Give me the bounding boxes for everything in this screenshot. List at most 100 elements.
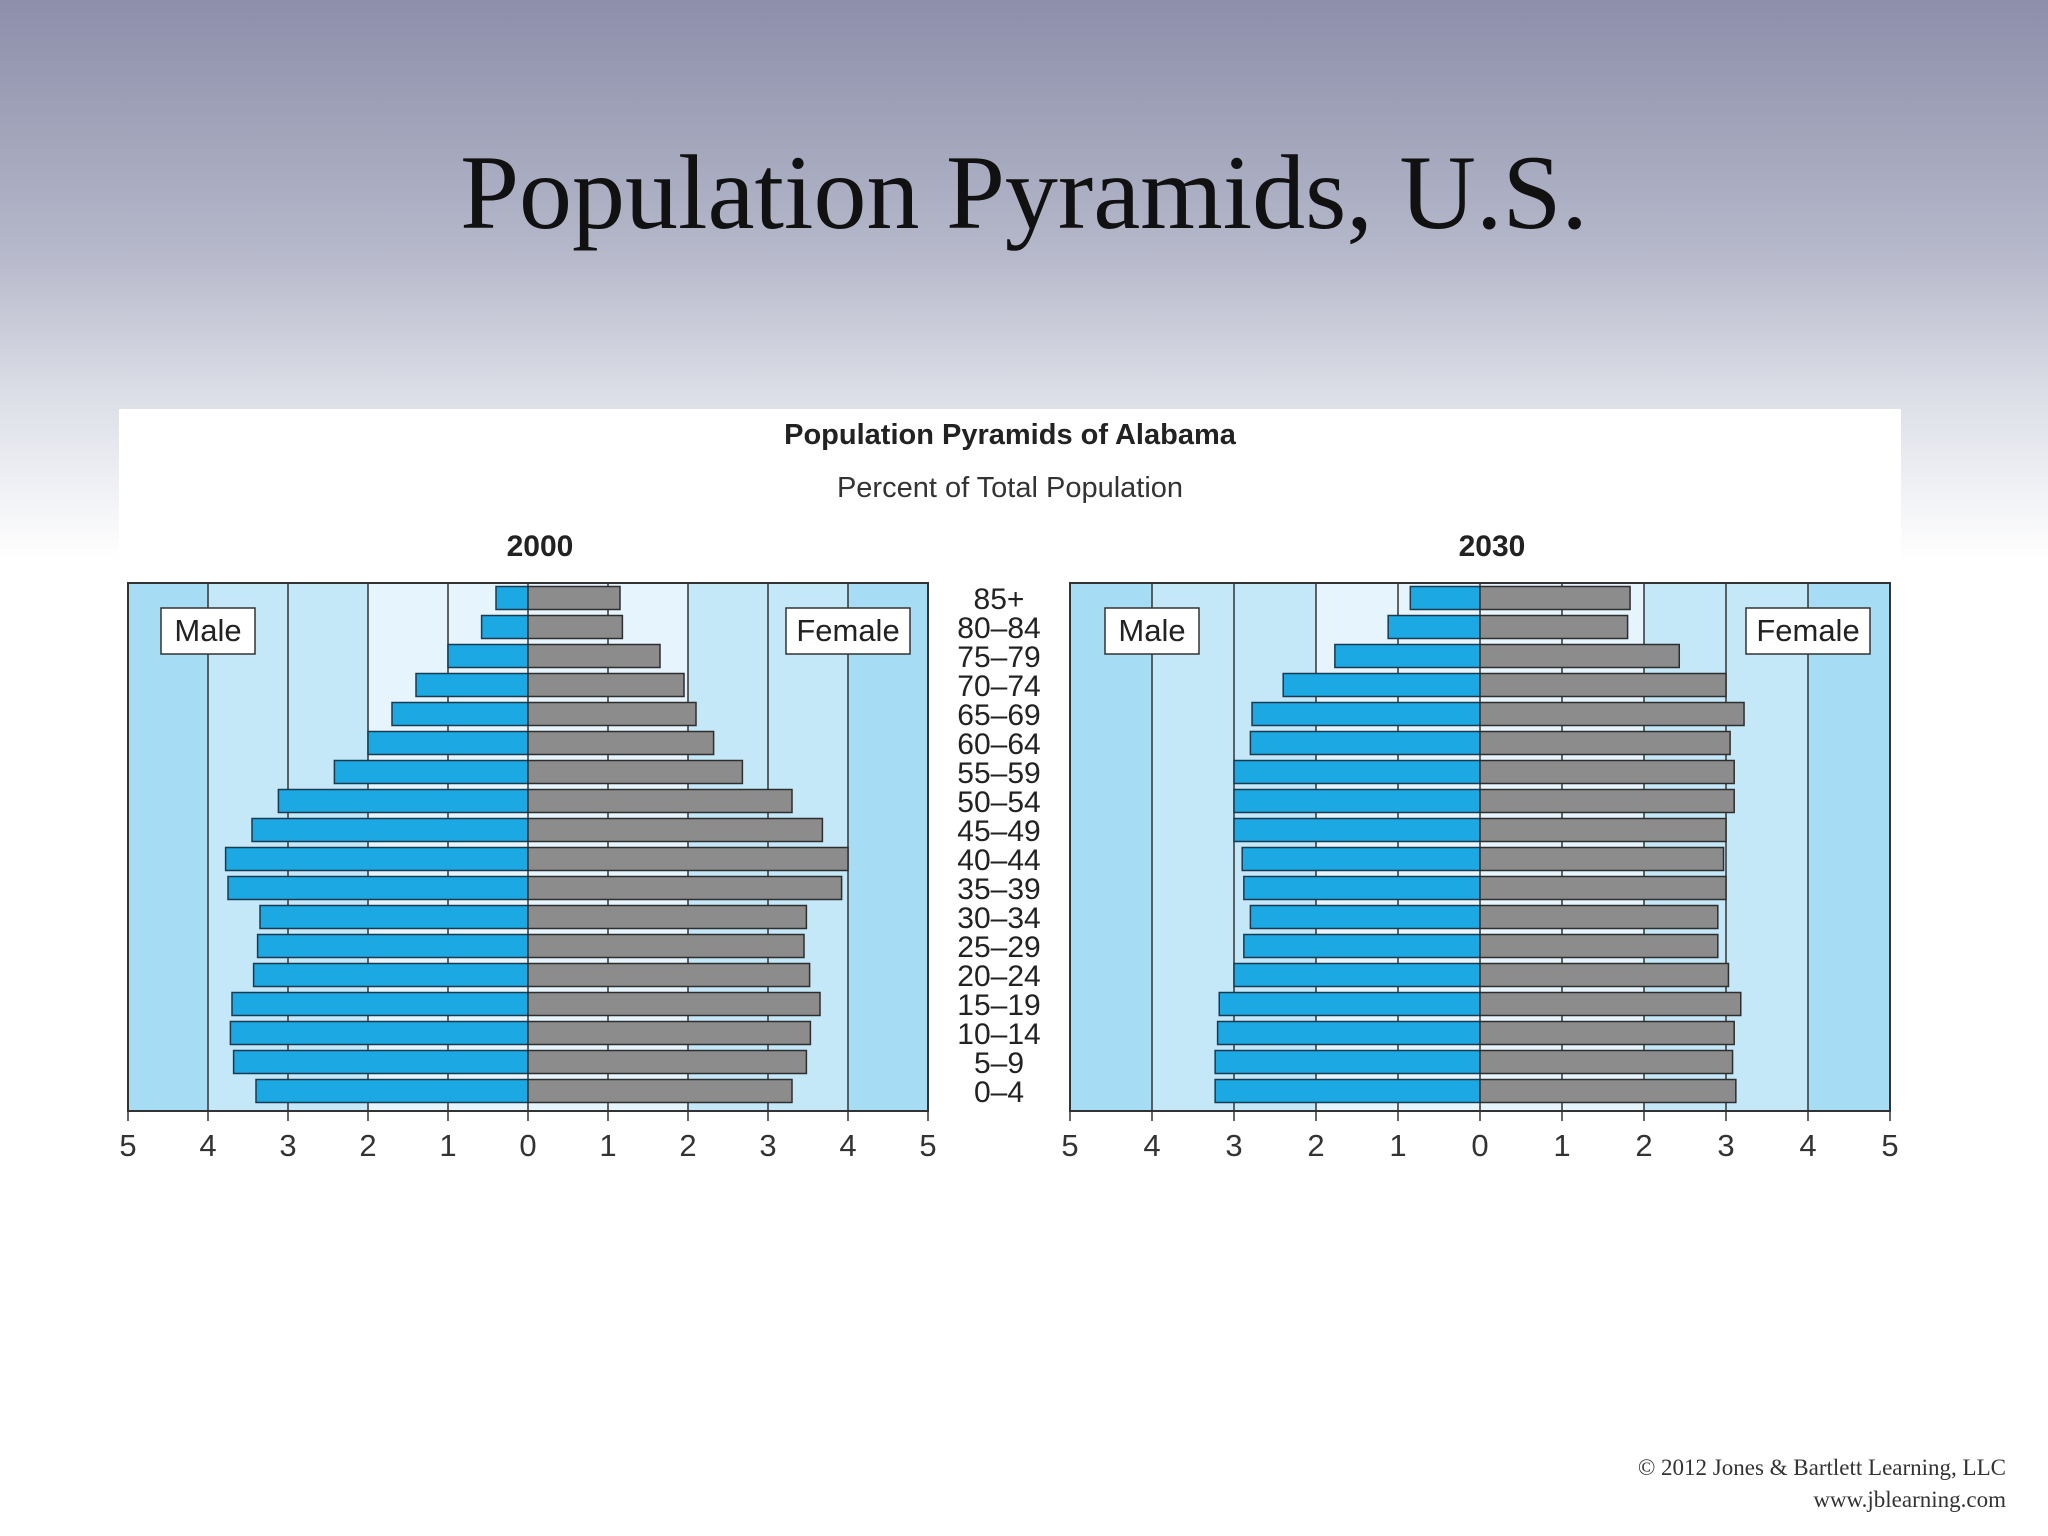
x-tick-label: 4 xyxy=(1143,1128,1160,1163)
male-bar xyxy=(224,846,529,872)
male-bar xyxy=(1409,585,1481,611)
male-bar xyxy=(252,962,529,988)
female-legend-box xyxy=(1745,607,1871,655)
slide-title: Population Pyramids, U.S. xyxy=(460,134,1588,251)
female-legend-label: Female xyxy=(796,613,899,648)
panel-band xyxy=(1808,583,1890,1111)
female-bar xyxy=(527,875,843,901)
male-bar xyxy=(1214,1078,1481,1104)
x-tick-label: 2 xyxy=(1635,1128,1652,1163)
female-bar xyxy=(527,759,744,785)
female-bar xyxy=(527,672,685,698)
male-bar xyxy=(1249,730,1481,756)
female-bar xyxy=(527,904,808,930)
female-bar xyxy=(527,788,793,814)
panel-band xyxy=(128,583,208,1111)
age-group-label: 40–44 xyxy=(957,844,1040,877)
age-group-label: 25–29 xyxy=(957,931,1040,964)
age-group-label: 5–9 xyxy=(974,1047,1024,1080)
copyright-line: © 2012 Jones & Bartlett Learning, LLC xyxy=(1637,1455,2006,1480)
age-group-label: 45–49 xyxy=(957,815,1040,848)
male-legend-label: Male xyxy=(174,613,241,648)
male-bar xyxy=(1241,846,1481,872)
male-bar xyxy=(1233,759,1481,785)
age-group-label: 85+ xyxy=(974,583,1025,616)
male-bar xyxy=(1387,614,1481,640)
age-group-label: 30–34 xyxy=(957,902,1040,935)
age-group-label: 20–24 xyxy=(957,960,1040,993)
male-bar xyxy=(1233,962,1481,988)
female-bar xyxy=(527,1049,808,1075)
age-group-label: 65–69 xyxy=(957,699,1040,732)
male-bar xyxy=(480,614,529,640)
x-tick-label: 3 xyxy=(1225,1128,1242,1163)
female-legend-label: Female xyxy=(1756,613,1859,648)
x-tick-label: 5 xyxy=(919,1128,936,1163)
male-bar xyxy=(1334,643,1481,669)
male-bar xyxy=(1249,904,1481,930)
female-bar xyxy=(1479,846,1725,872)
panel-year-label: 2000 xyxy=(507,530,574,563)
male-bar xyxy=(1282,672,1481,698)
x-tick-label: 3 xyxy=(279,1128,296,1163)
female-bar xyxy=(1479,1020,1735,1046)
male-legend-label: Male xyxy=(1118,613,1185,648)
female-bar xyxy=(1479,585,1631,611)
female-bar xyxy=(1479,614,1629,640)
male-legend-box xyxy=(1104,607,1200,655)
female-bar xyxy=(1479,759,1735,785)
female-bar xyxy=(1479,643,1681,669)
x-tick-label: 4 xyxy=(839,1128,856,1163)
female-bar xyxy=(1479,817,1727,843)
female-bar xyxy=(1479,701,1745,727)
male-bar xyxy=(255,1078,529,1104)
pyramid-figure: Population Pyramids of Alabama Percent of… xyxy=(119,409,1901,1189)
male-bar xyxy=(415,672,529,698)
female-bar xyxy=(527,1078,793,1104)
male-bar xyxy=(1218,991,1481,1017)
female-bar xyxy=(527,817,824,843)
x-tick-label: 1 xyxy=(439,1128,456,1163)
male-bar xyxy=(1233,788,1481,814)
male-bar xyxy=(1243,933,1481,959)
female-bar xyxy=(527,1020,812,1046)
panel-year-label: 2030 xyxy=(1459,530,1526,563)
age-group-label: 80–84 xyxy=(957,612,1040,645)
male-bar xyxy=(232,1049,529,1075)
female-bar xyxy=(1479,933,1719,959)
chart-subtitle: Percent of Total Population xyxy=(837,472,1183,504)
population-pyramid-chart: Population Pyramids of Alabama Percent of… xyxy=(119,419,1898,1163)
female-bar xyxy=(1479,672,1727,698)
age-group-label: 55–59 xyxy=(957,757,1040,790)
age-group-label: 10–14 xyxy=(957,1018,1040,1051)
male-bar xyxy=(251,817,529,843)
x-tick-label: 5 xyxy=(119,1128,136,1163)
female-bar xyxy=(527,846,849,872)
male-legend-box xyxy=(160,607,256,655)
female-bar xyxy=(527,730,715,756)
female-bar xyxy=(1479,730,1731,756)
male-bar xyxy=(1233,817,1481,843)
x-tick-label: 4 xyxy=(199,1128,216,1163)
male-bar xyxy=(333,759,529,785)
female-bar xyxy=(527,962,811,988)
male-bar xyxy=(231,991,529,1017)
female-bar xyxy=(527,585,621,611)
x-tick-label: 5 xyxy=(1061,1128,1078,1163)
female-bar xyxy=(1479,788,1735,814)
male-bar xyxy=(1251,701,1481,727)
panel-band xyxy=(1070,583,1152,1111)
age-group-label: 50–54 xyxy=(957,786,1040,819)
x-tick-label: 1 xyxy=(599,1128,616,1163)
female-bar xyxy=(527,991,821,1017)
male-bar xyxy=(259,904,529,930)
age-group-label: 15–19 xyxy=(957,989,1040,1022)
male-bar xyxy=(1214,1049,1481,1075)
female-bar xyxy=(527,701,697,727)
female-bar xyxy=(527,643,661,669)
male-bar xyxy=(277,788,529,814)
male-bar xyxy=(256,933,529,959)
male-bar xyxy=(367,730,529,756)
x-tick-label: 2 xyxy=(359,1128,376,1163)
male-bar xyxy=(227,875,529,901)
